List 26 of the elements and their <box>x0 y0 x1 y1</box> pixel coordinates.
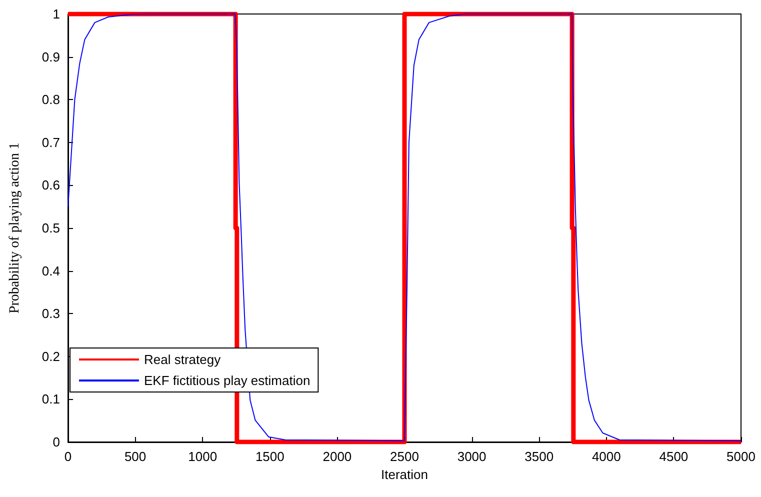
y-tick-label: 0.3 <box>42 306 60 322</box>
legend-label: EKF fictitious play estimation <box>144 373 310 388</box>
y-tick-label: 0.2 <box>42 348 60 364</box>
x-tick-label: 500 <box>124 449 146 464</box>
y-axis-title: Probability of playing action 1 <box>8 142 22 314</box>
legend-label: Real strategy <box>144 352 222 367</box>
y-tick-label: 0.6 <box>42 178 60 193</box>
y-tick-label: 0.8 <box>42 92 60 108</box>
y-tick-label: 0.9 <box>42 49 60 64</box>
x-tick-label: 0 <box>64 449 72 464</box>
x-tick-label: 5000 <box>726 449 756 464</box>
x-tick-label: 2500 <box>390 449 419 464</box>
y-tick-label: 0.1 <box>42 392 60 407</box>
x-tick-label: 4500 <box>659 449 688 464</box>
y-tick-label: 0.4 <box>42 263 60 278</box>
y-tick-label: 0.5 <box>42 220 60 236</box>
x-tick-label: 1000 <box>188 449 218 464</box>
x-tick-label: 1500 <box>255 449 284 464</box>
x-tick-label: 3500 <box>524 449 554 464</box>
x-tick-label: 4000 <box>592 449 621 464</box>
y-tick-label: 0.7 <box>42 134 60 150</box>
x-tick-label: 3000 <box>457 449 486 464</box>
x-axis-title: Iteration <box>381 467 428 482</box>
y-tick-label: 1 <box>52 6 60 22</box>
x-tick-label: 2000 <box>322 449 352 464</box>
y-tick-label: 0 <box>52 434 60 450</box>
